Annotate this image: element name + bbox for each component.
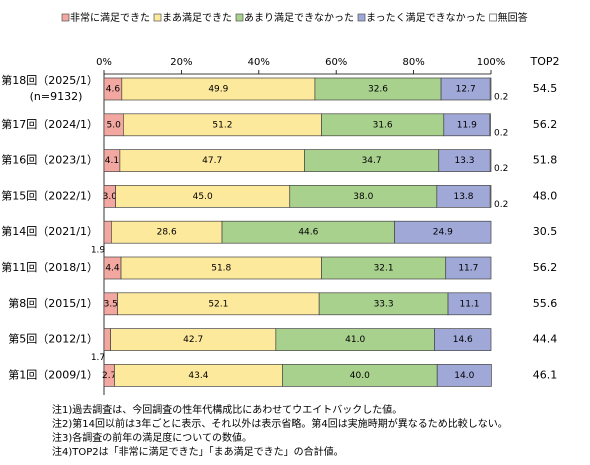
category-label: 第18回（2025/1）: [1, 73, 98, 87]
category-label: 第8回（2015/1）: [8, 296, 98, 310]
top2-value: 56.2: [533, 261, 558, 274]
value-label: 28.6: [157, 228, 177, 238]
value-label: 52.1: [208, 299, 228, 309]
value-label: 1.9: [91, 246, 106, 256]
x-tick-label: 100%: [477, 57, 506, 68]
value-label: 24.9: [433, 228, 453, 238]
value-label: 40.0: [350, 371, 370, 381]
x-tick-label: 0%: [96, 57, 112, 68]
value-label: 14.0: [454, 371, 474, 381]
value-label: 1.7: [91, 353, 105, 363]
legend-swatch: [235, 13, 244, 22]
bar-segment: [436, 364, 492, 387]
top2-header: TOP2: [529, 55, 559, 68]
x-tick-label: 20%: [170, 57, 192, 68]
value-label: 49.9: [208, 85, 228, 95]
value-label: 33.3: [374, 299, 394, 309]
value-label: 14.6: [453, 335, 473, 345]
note: 注2)第14回以前は3年ごとに表示、それ以外は表示省略。第4回は実施時期が異なる…: [52, 417, 508, 430]
x-tick-label: 40%: [248, 57, 270, 68]
value-label: 51.8: [211, 264, 231, 274]
value-label: 4.4: [105, 264, 120, 274]
x-tick-label: 60%: [325, 57, 347, 68]
value-label: 43.4: [188, 371, 208, 381]
value-label: 13.3: [454, 156, 474, 166]
x-tick-label: 80%: [402, 57, 424, 68]
bar-segment: [394, 220, 492, 244]
value-label: 0.2: [494, 128, 508, 138]
value-label: 47.7: [202, 156, 222, 166]
bar-segment: [445, 256, 492, 280]
sample-size: (n=9132): [30, 90, 83, 103]
value-label: 0.2: [494, 93, 508, 103]
note: 注1)過去調査は、今回調査の性年代構成比にあわせてウエイトバックした値。: [52, 403, 402, 416]
bar-segment: [489, 77, 492, 101]
value-label: 0.2: [494, 200, 508, 210]
legend-swatch: [489, 13, 497, 22]
legend-label: まったく満足できなかった: [366, 12, 486, 24]
legend-swatch: [357, 13, 366, 22]
category-label: 第15回（2022/1）: [1, 188, 98, 202]
legend-label: 無回答: [498, 11, 528, 24]
top2-value: 46.1: [533, 368, 558, 381]
value-label: 34.7: [362, 156, 382, 166]
value-label: 11.7: [458, 264, 478, 274]
note: 注3)各調査の前年の満足度についての数値。: [52, 431, 252, 444]
bar-segment: [489, 185, 492, 208]
category-label: 第5回（2012/1）: [8, 332, 98, 346]
category-label: 第1回（2009/1）: [8, 367, 98, 381]
legend-label: 非常に満足できた: [70, 11, 150, 24]
value-label: 51.2: [212, 120, 232, 130]
top2-value: 30.5: [533, 225, 558, 238]
value-label: 2.7: [102, 371, 116, 381]
legend-swatch: [153, 13, 162, 22]
category-label: 第16回（2023/1）: [1, 153, 98, 167]
top2-value: 44.4: [533, 333, 558, 346]
category-label: 第17回（2024/1）: [1, 117, 98, 131]
value-label: 44.6: [298, 228, 318, 238]
legend-label: まあ満足できた: [162, 12, 232, 24]
value-label: 32.6: [368, 85, 388, 95]
top2-value: 56.2: [533, 118, 558, 131]
value-label: 11.1: [459, 299, 479, 309]
bar-segment: [434, 328, 492, 351]
value-label: 38.0: [353, 192, 373, 202]
bar-segment: [103, 328, 111, 351]
value-label: 41.0: [345, 335, 365, 345]
value-label: 45.0: [193, 192, 213, 202]
top2-value: 51.8: [533, 154, 558, 167]
value-label: 12.7: [456, 85, 476, 95]
category-label: 第14回（2021/1）: [1, 224, 98, 238]
value-label: 31.6: [373, 120, 393, 130]
value-label: 32.1: [374, 264, 394, 274]
bar-segment: [103, 220, 112, 244]
value-label: 4.6: [106, 85, 121, 95]
value-label: 13.8: [453, 192, 473, 202]
top2-value: 55.6: [533, 297, 558, 310]
legend-label: あまり満足できなかった: [244, 12, 354, 24]
top2-value: 48.0: [533, 189, 558, 202]
value-label: 4.1: [105, 156, 119, 166]
value-label: 3.5: [104, 299, 118, 309]
value-label: 5.0: [107, 120, 122, 130]
bar-segment: [447, 292, 492, 316]
note: 注4)TOP2は「非常に満足できた」「まあ満足できた」の合計値。: [52, 445, 344, 458]
category-label: 第11回（2018/1）: [1, 260, 98, 274]
value-label: 11.9: [457, 120, 477, 130]
value-label: 3.0: [103, 192, 118, 202]
value-label: 42.7: [183, 335, 203, 345]
bar-segment: [489, 113, 491, 137]
bar-segment: [489, 149, 492, 172]
top2-value: 54.5: [533, 82, 558, 95]
legend-swatch: [61, 13, 70, 22]
value-label: 0.2: [494, 164, 508, 174]
